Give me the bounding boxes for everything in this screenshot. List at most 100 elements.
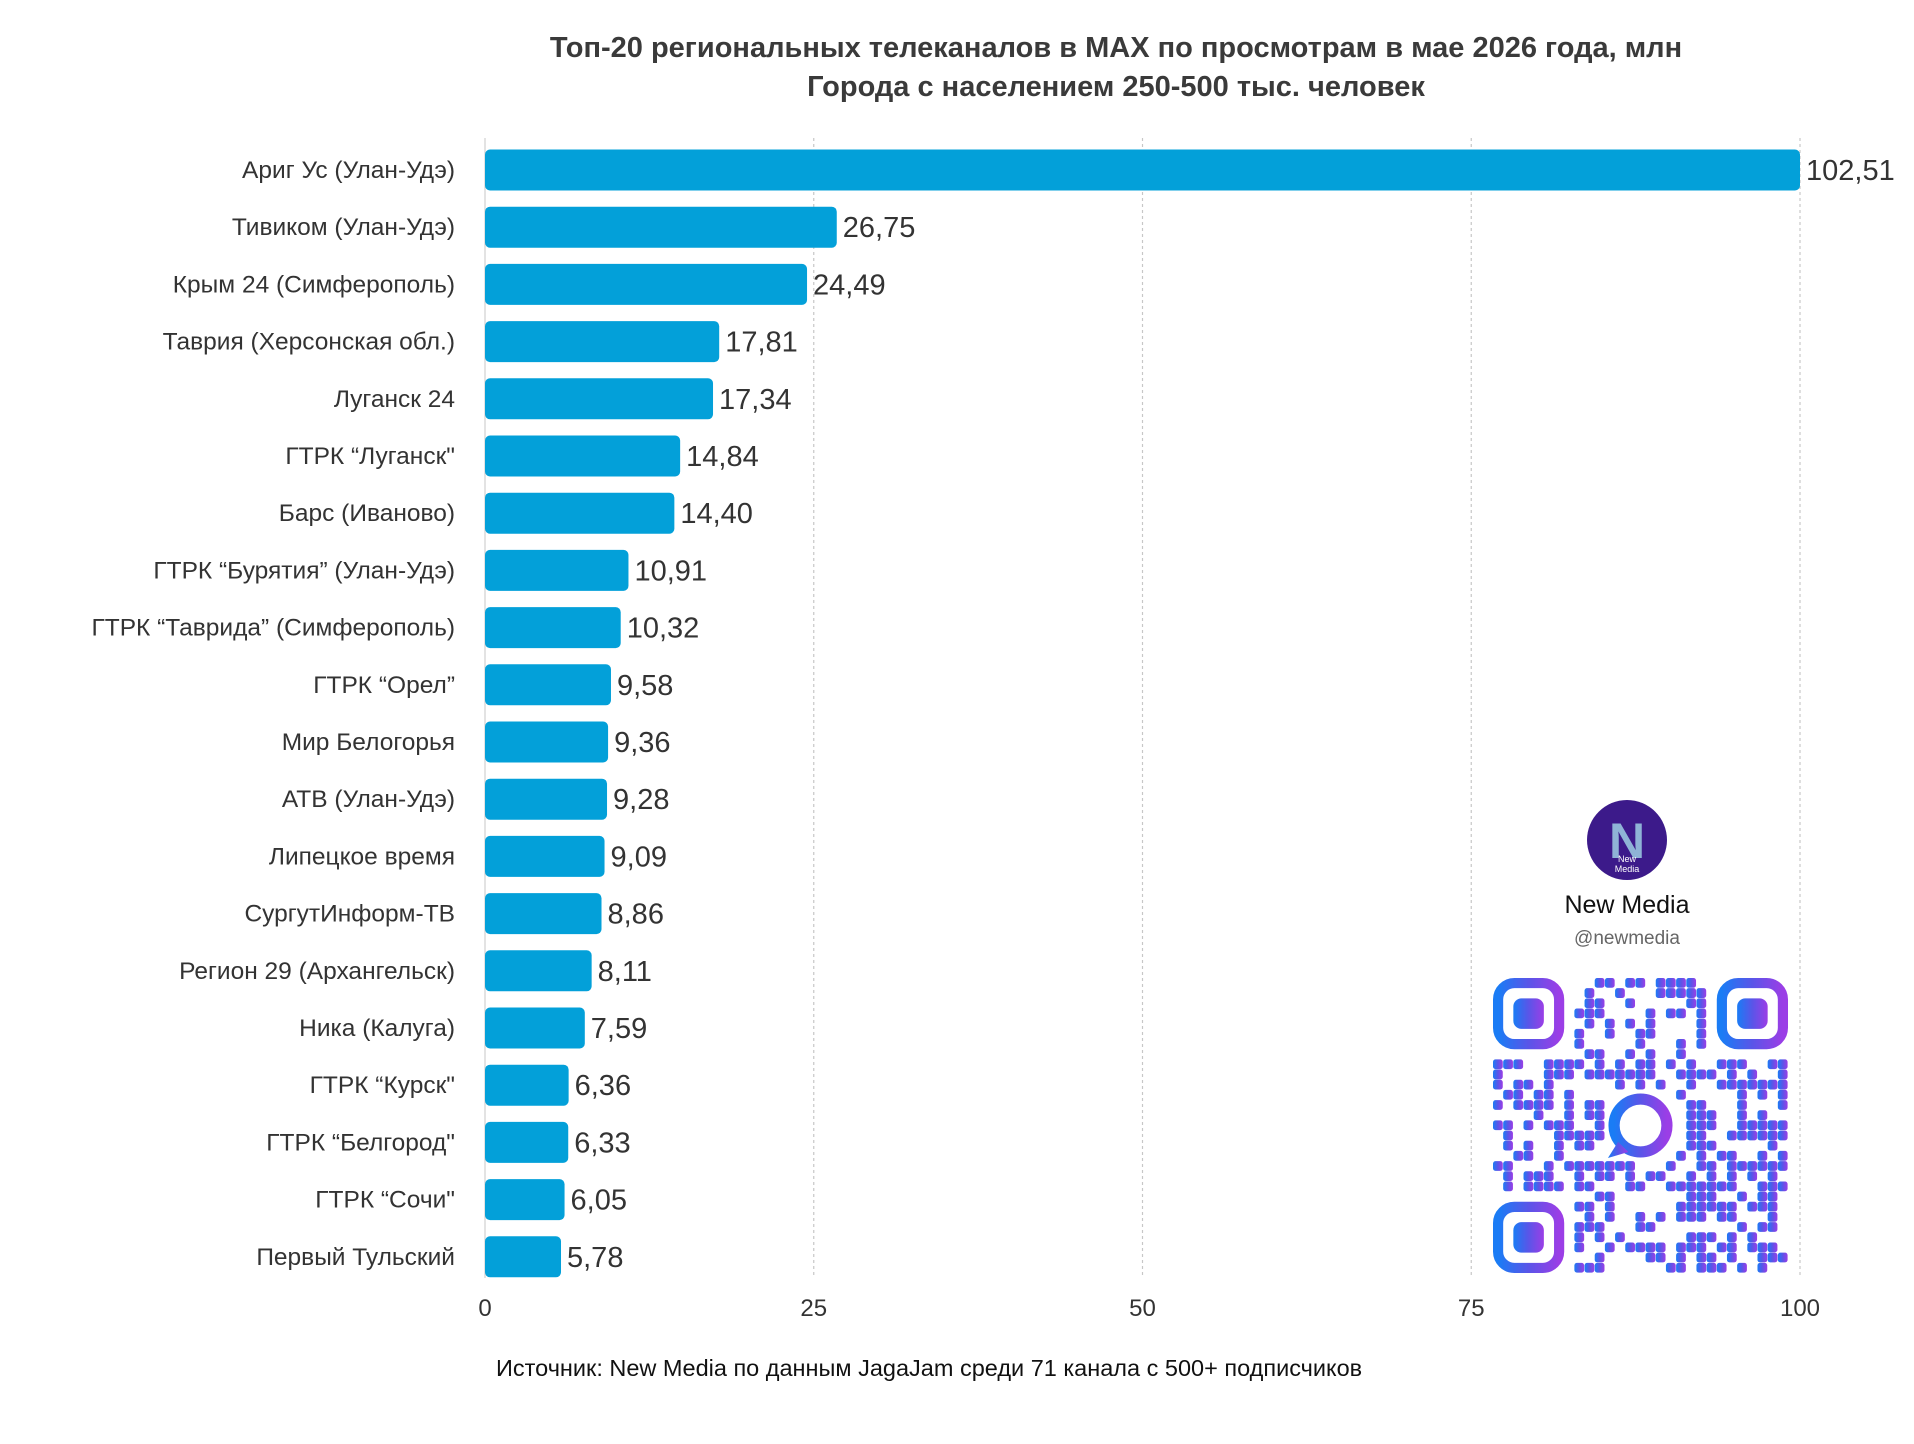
bar — [485, 1007, 585, 1049]
value-label: 9,36 — [614, 727, 670, 759]
qr-module — [1665, 1262, 1676, 1273]
qr-module — [1554, 1130, 1564, 1141]
qr-module — [1645, 1049, 1656, 1059]
category-label: АТВ (Улан-Удэ) — [282, 786, 455, 813]
qr-finder — [1716, 977, 1788, 1050]
qr-module — [1777, 1059, 1788, 1070]
qr-module — [1696, 988, 1707, 998]
qr-module — [1757, 1262, 1768, 1273]
qr-module — [1523, 1171, 1534, 1182]
qr-module — [1615, 1059, 1625, 1070]
qr-module — [1665, 1008, 1676, 1019]
qr-module — [1594, 1232, 1605, 1243]
qr-module — [1696, 1110, 1707, 1121]
value-label: 17,34 — [719, 384, 792, 416]
qr-module — [1604, 978, 1615, 988]
qr-module — [1594, 1059, 1605, 1070]
value-label: 9,28 — [613, 784, 669, 816]
qr-module — [1594, 978, 1605, 988]
category-label: ГТРК “Курск" — [310, 1072, 455, 1099]
qr-module — [1767, 1130, 1778, 1141]
qr-module — [1564, 1161, 1574, 1171]
qr-module — [1777, 1252, 1788, 1263]
qr-module — [1767, 1079, 1778, 1090]
qr-module — [1747, 1171, 1758, 1182]
qr-module — [1696, 1130, 1707, 1141]
brand-name: New Media — [1564, 891, 1689, 919]
value-label: 17,81 — [725, 327, 798, 359]
value-label: 5,78 — [567, 1242, 623, 1274]
qr-module — [1747, 1120, 1758, 1131]
qr-module — [1737, 1130, 1747, 1141]
qr-module — [1676, 1049, 1686, 1059]
qr-module — [1676, 1089, 1686, 1100]
brand-block: N New Media New Media @newmedia — [1492, 800, 1788, 1273]
qr-module — [1726, 1232, 1737, 1243]
qr-module — [1584, 1100, 1595, 1110]
qr-module — [1564, 1069, 1574, 1080]
qr-module — [1737, 1161, 1747, 1171]
qr-module — [1757, 1150, 1768, 1161]
qr-module — [1594, 1262, 1605, 1273]
qr-module — [1726, 1201, 1737, 1212]
qr-module — [1625, 1161, 1636, 1171]
qr-module — [1564, 1110, 1574, 1121]
qr-module — [1665, 1059, 1676, 1070]
qr-module — [1584, 998, 1595, 1009]
qr-module — [1655, 978, 1666, 988]
qr-module — [1503, 1171, 1513, 1182]
bar — [485, 950, 592, 992]
qr-module — [1564, 1100, 1574, 1110]
qr-module — [1523, 1181, 1534, 1192]
qr-module — [1523, 1100, 1534, 1110]
qr-module — [1706, 1120, 1717, 1131]
category-label: Регион 29 (Архангельск) — [179, 958, 455, 985]
qr-module — [1655, 1171, 1666, 1182]
bar — [485, 1121, 569, 1163]
chart-title: Топ-20 региональных телеканалов в MAX по… — [550, 32, 1682, 64]
qr-module — [1564, 1089, 1574, 1100]
qr-module — [1533, 1089, 1544, 1100]
category-label: Тивиком (Улан-Удэ) — [232, 214, 455, 241]
category-label: Ника (Калуга) — [299, 1015, 455, 1042]
qr-module — [1747, 1232, 1758, 1243]
bars — [485, 149, 1800, 1278]
qr-module — [1645, 1242, 1656, 1253]
qr-module — [1493, 1100, 1503, 1110]
qr-module — [1574, 1222, 1585, 1232]
qr-module — [1574, 1059, 1585, 1070]
qr-module — [1716, 1079, 1727, 1090]
bar — [485, 835, 605, 877]
new-media-logo — [1587, 800, 1667, 880]
qr-module — [1543, 1069, 1554, 1080]
qr-module — [1726, 1069, 1737, 1080]
qr-module — [1564, 1120, 1574, 1131]
qr-module — [1503, 1089, 1513, 1100]
qr-module — [1686, 1110, 1697, 1121]
bar — [485, 1179, 565, 1221]
qr-finder-center — [1513, 998, 1544, 1029]
qr-module — [1737, 1100, 1747, 1110]
category-label: Ариг Ус (Улан-Удэ) — [242, 157, 455, 184]
qr-module — [1696, 1201, 1707, 1212]
qr-module — [1777, 1100, 1788, 1110]
qr-module — [1615, 1161, 1625, 1171]
bar — [485, 721, 609, 763]
qr-module — [1726, 1130, 1737, 1141]
category-label: СургутИнформ-ТВ — [244, 901, 455, 928]
qr-module — [1604, 1171, 1615, 1182]
qr-module — [1767, 1242, 1778, 1253]
qr-module — [1757, 1181, 1768, 1192]
qr-module — [1574, 1039, 1585, 1049]
qr-module — [1584, 1181, 1595, 1192]
value-label: 6,36 — [575, 1070, 631, 1102]
qr-module — [1594, 1161, 1605, 1171]
qr-module — [1706, 1252, 1717, 1263]
qr-module — [1635, 1181, 1646, 1192]
category-label: ГТРК “Бурятия” (Улан-Удэ) — [153, 557, 455, 584]
qr-module — [1493, 1059, 1503, 1070]
x-tick-label: 75 — [1458, 1295, 1485, 1322]
category-label: ГТРК “Орел” — [313, 672, 455, 699]
qr-module — [1645, 1171, 1656, 1182]
qr-module — [1513, 1150, 1524, 1161]
